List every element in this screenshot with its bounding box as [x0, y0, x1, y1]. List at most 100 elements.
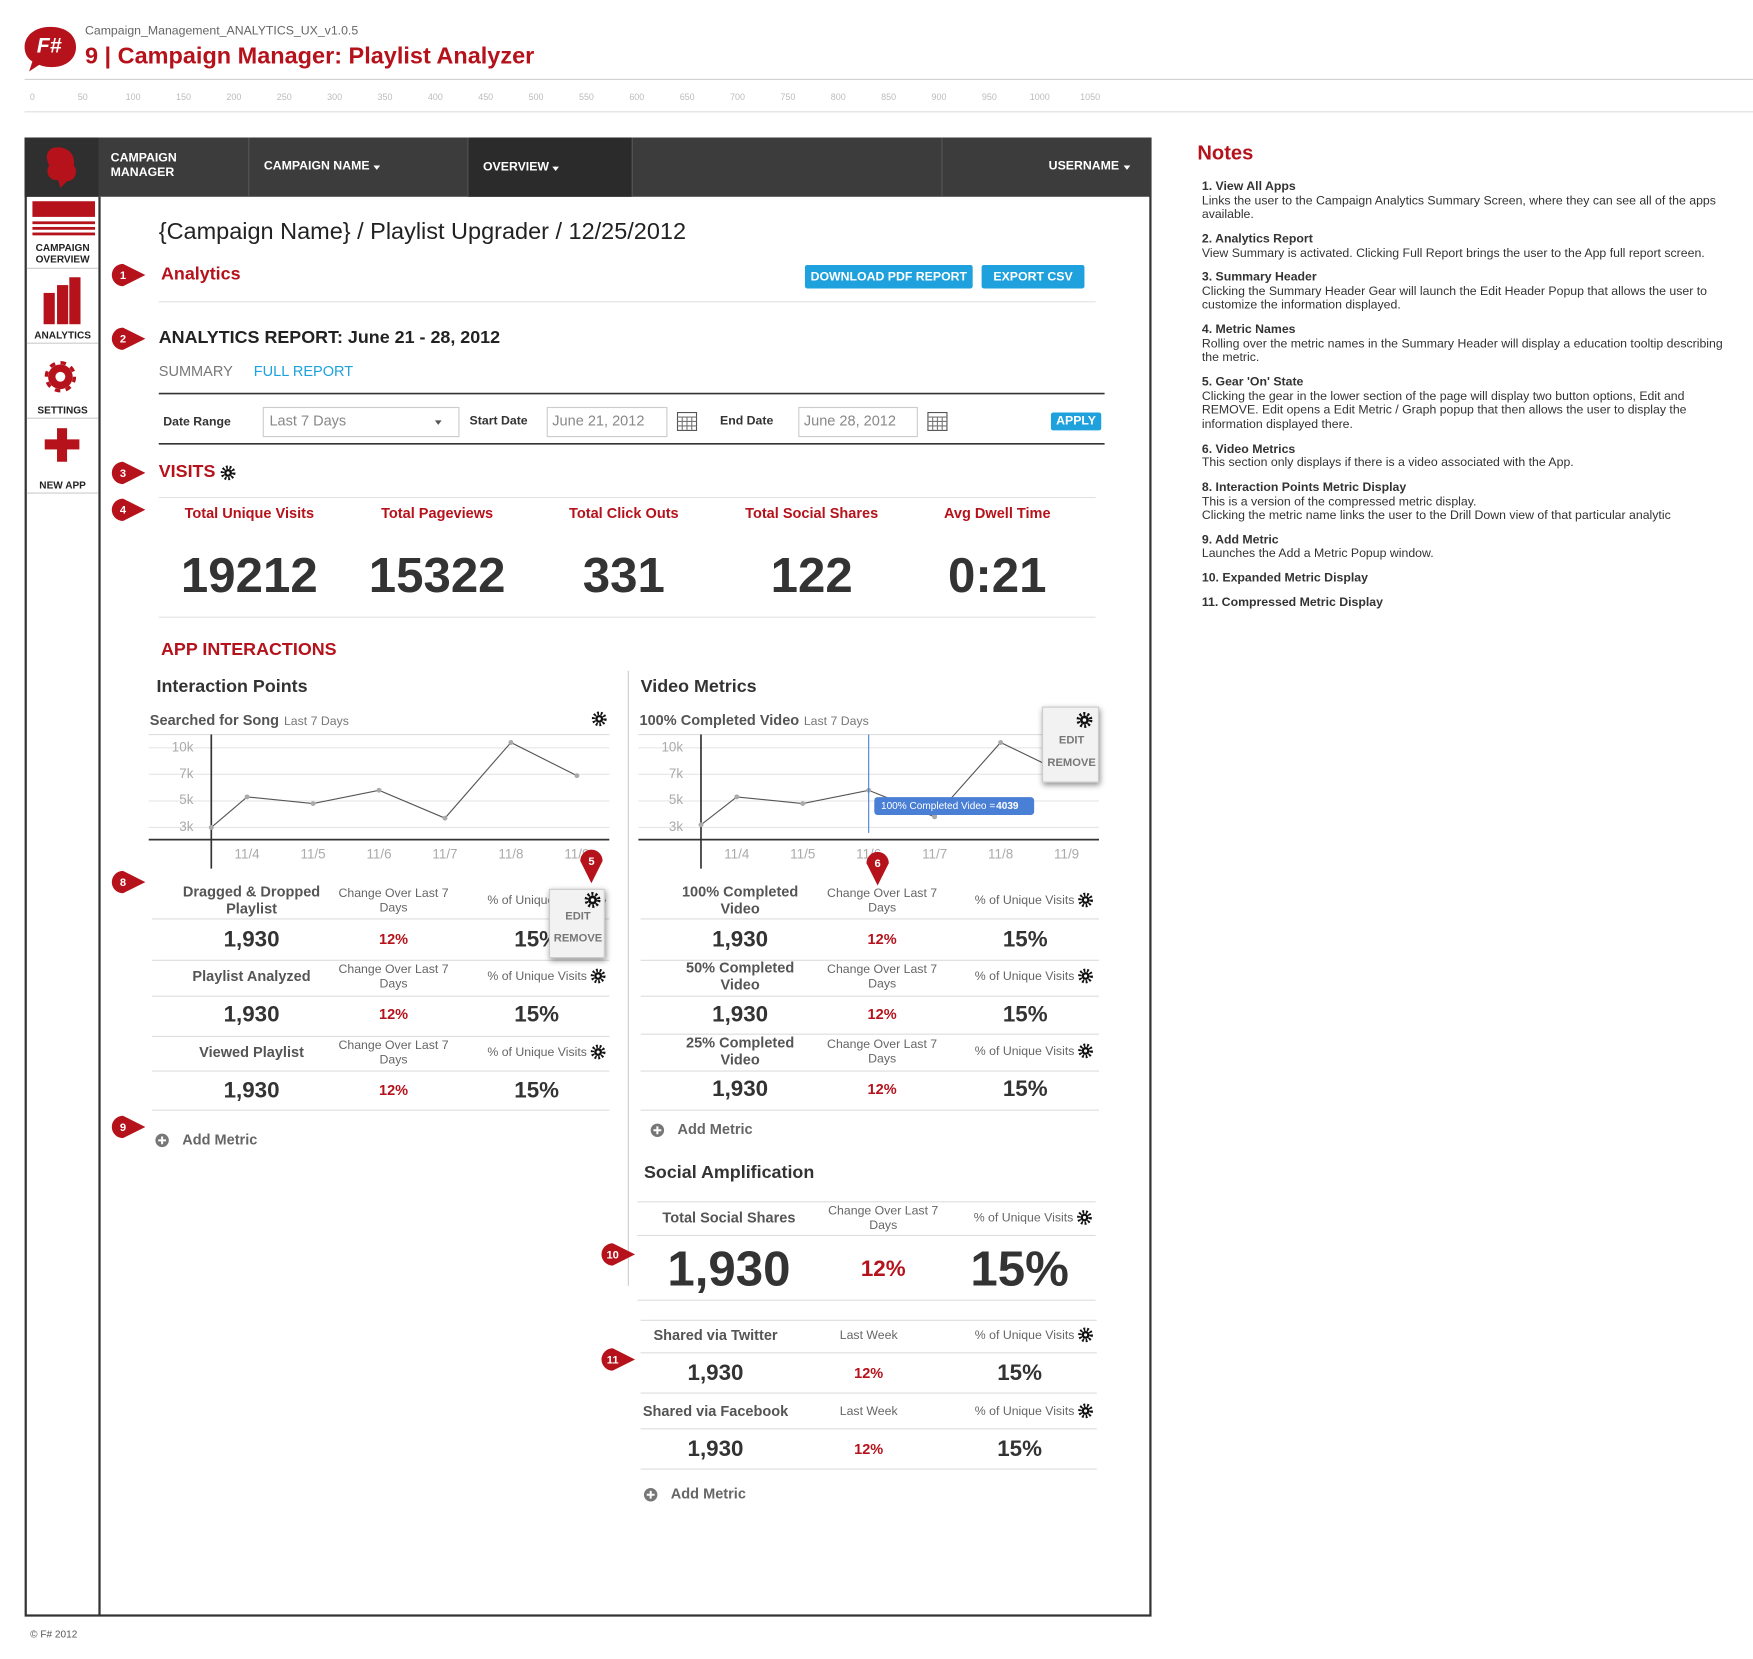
notes-title: Notes: [1197, 141, 1254, 164]
nav-separator: [631, 137, 633, 197]
gear-icon: [220, 465, 236, 481]
section-heading: VISITS: [158, 462, 216, 482]
nav-separator: [941, 137, 943, 197]
sidebar-item[interactable]: SETTINGS: [37, 404, 88, 416]
menu-item[interactable]: EDIT: [1058, 734, 1085, 748]
y-tick-label: 5k: [668, 792, 684, 808]
campaign-title: {Campaign Name} / Playlist Upgrader / 12…: [158, 219, 687, 245]
metric-name: Total Unique Visits: [184, 504, 315, 522]
data-point: [998, 740, 1004, 745]
gear-icon: [591, 711, 607, 727]
gear-icon: [55, 371, 66, 382]
button[interactable]: DOWNLOAD PDF REPORT: [804, 264, 973, 289]
gear-icon: [1078, 968, 1093, 984]
button-label[interactable]: EXPORT CSV: [993, 269, 1073, 284]
nav-item[interactable]: OVERVIEW: [482, 160, 550, 175]
callout-number: 9: [120, 1122, 126, 1134]
gear-icon: [1078, 892, 1093, 908]
sidebar-item[interactable]: NEW APP: [39, 479, 86, 491]
date-input[interactable]: [798, 406, 918, 438]
select[interactable]: [262, 406, 460, 438]
logo-text: F#: [36, 34, 62, 59]
sidebar-item[interactable]: CAMPAIGN OVERVIEW: [35, 242, 90, 265]
column-label: % of Unique Visits: [487, 970, 587, 984]
metric-name[interactable]: Total Social Shares: [662, 1209, 796, 1226]
file-name: Campaign_Management_ANALYTICS_UX_v1.0.5: [84, 24, 359, 38]
tooltip-label: 100% Completed Video =: [880, 800, 996, 812]
menu-item[interactable]: REMOVE: [1047, 757, 1096, 770]
callout-marker: [601, 1348, 636, 1371]
tab[interactable]: FULL REPORT: [253, 362, 354, 380]
metric-name[interactable]: Shared via Twitter: [653, 1326, 778, 1344]
data-point: [508, 740, 514, 745]
date-value[interactable]: June 21, 2012: [552, 412, 645, 429]
y-tick-label: 5k: [179, 792, 194, 808]
note-text: This is a version of the compressed metr…: [1201, 494, 1477, 509]
metric-name[interactable]: 50% Completed Video: [685, 959, 795, 993]
column-label: Change Over Last 7 Days: [338, 962, 449, 991]
metric-value: 19212: [180, 548, 318, 604]
nav-item[interactable]: CAMPAIGN NAME: [263, 159, 370, 173]
metric-name[interactable]: Playlist Analyzed: [192, 967, 311, 985]
metric-percent: 15%: [997, 1437, 1042, 1462]
note-title: 9. Add Metric: [1201, 533, 1279, 547]
nav-item[interactable]: USERNAME: [1048, 159, 1120, 173]
sidebar-item[interactable]: ANALYTICS: [34, 329, 91, 341]
x-tick-label: 11/4: [724, 846, 750, 863]
data-point: [932, 814, 938, 820]
filter-label: Start Date: [469, 414, 528, 428]
metric-change: 12%: [860, 1257, 906, 1282]
metric-percent: 15%: [514, 1002, 560, 1027]
menu-item[interactable]: EDIT: [565, 910, 591, 923]
metric-name[interactable]: 100% Completed Video: [681, 883, 799, 917]
chart-title: Searched for Song: [149, 711, 280, 729]
date-input[interactable]: [546, 406, 668, 438]
gear-icon: [1082, 718, 1087, 722]
callout-number: 8: [120, 877, 126, 889]
tab[interactable]: SUMMARY: [158, 362, 233, 380]
y-tick-label: 10k: [661, 738, 684, 755]
add-metric[interactable]: Add Metric: [677, 1120, 753, 1138]
column-label: % of Unique Visits: [974, 1044, 1075, 1059]
metric-value: 1,930: [712, 1002, 769, 1027]
metric-name[interactable]: Dragged & Dropped Playlist: [182, 883, 321, 917]
sidebar-icon: [32, 226, 96, 230]
gear-icon: [1082, 1215, 1087, 1220]
date-value[interactable]: June 28, 2012: [803, 412, 896, 429]
select-value[interactable]: Last 7 Days: [269, 412, 347, 429]
button[interactable]: EXPORT CSV: [981, 264, 1085, 289]
metric-name[interactable]: Shared via Facebook: [642, 1402, 789, 1420]
button[interactable]: APPLY: [1050, 412, 1102, 431]
metric-value: 1,930: [223, 927, 280, 952]
x-tick-label: 11/8: [498, 846, 524, 863]
ruler-label: 700: [730, 92, 745, 103]
metric-value: 1,930: [712, 927, 769, 952]
x-tick-label: 11/6: [366, 846, 392, 863]
data-point: [800, 801, 806, 807]
note: 5. Gear 'On' State Clicking the gear in t…: [1202, 376, 1727, 433]
panel-title: Social Amplification: [643, 1163, 815, 1183]
menu-item[interactable]: REMOVE: [553, 932, 603, 945]
panel-title: Interaction Points: [156, 677, 308, 697]
callout-marker: [111, 1115, 146, 1139]
section-heading: APP INTERACTIONS: [160, 640, 337, 660]
button-label[interactable]: APPLY: [1056, 414, 1097, 428]
metric-name: Avg Dwell Time: [943, 504, 1051, 522]
callout-marker: [111, 327, 146, 350]
gear-icon[interactable]: [584, 891, 602, 909]
metric-change: 12%: [854, 1364, 884, 1382]
button-label[interactable]: DOWNLOAD PDF REPORT: [810, 269, 968, 284]
column-label: Change Over Last 7 Days: [827, 1037, 938, 1066]
add-metric[interactable]: Add Metric: [182, 1130, 258, 1148]
gear-icon: [1084, 898, 1088, 902]
ruler-label: 850: [881, 92, 897, 103]
metric-change: 12%: [867, 1080, 897, 1098]
gear-icon[interactable]: [1076, 711, 1094, 729]
panel-title: Video Metrics: [640, 677, 757, 697]
metric-name[interactable]: 25% Completed Video: [685, 1034, 795, 1068]
add-metric[interactable]: Add Metric: [670, 1485, 746, 1503]
sidebar-icon: [32, 232, 96, 236]
metric-name[interactable]: Viewed Playlist: [199, 1043, 304, 1061]
